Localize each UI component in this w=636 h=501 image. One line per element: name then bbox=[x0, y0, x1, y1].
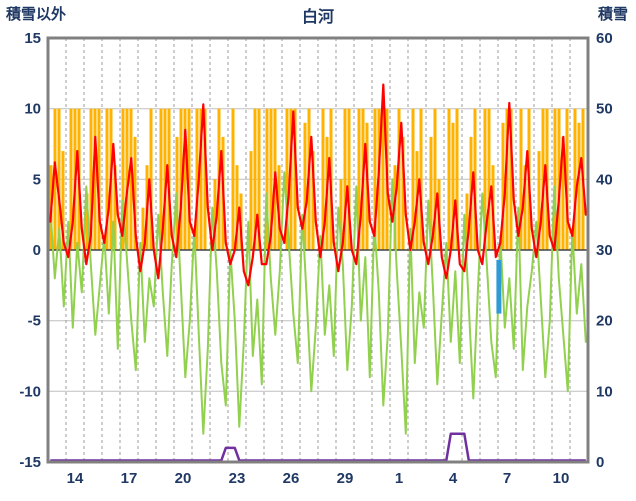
svg-text:0: 0 bbox=[596, 454, 604, 471]
chart-title: 白河 bbox=[301, 9, 334, 26]
svg-text:-5: -5 bbox=[28, 313, 41, 330]
left-axis-title: 積雪以外 bbox=[6, 6, 67, 23]
svg-text:50: 50 bbox=[596, 101, 613, 118]
svg-text:20: 20 bbox=[596, 313, 613, 330]
svg-text:17: 17 bbox=[121, 470, 138, 487]
right-axis-title: 積雪 bbox=[597, 6, 628, 23]
x-axis-tick-labels: 14 17 20 23 26 29 1 4 7 10 bbox=[67, 470, 570, 487]
svg-text:-10: -10 bbox=[19, 383, 41, 400]
blue-bar-series bbox=[496, 259, 502, 314]
svg-text:23: 23 bbox=[229, 470, 246, 487]
svg-text:10: 10 bbox=[596, 383, 613, 400]
svg-text:-15: -15 bbox=[19, 454, 41, 471]
svg-text:15: 15 bbox=[24, 30, 41, 47]
plot-border bbox=[46, 36, 590, 464]
svg-text:5: 5 bbox=[33, 171, 41, 188]
svg-text:7: 7 bbox=[503, 470, 511, 487]
svg-text:10: 10 bbox=[553, 470, 570, 487]
svg-text:26: 26 bbox=[283, 470, 300, 487]
left-axis-tick-labels: 15 10 5 0 -5 -10 -15 bbox=[19, 30, 41, 471]
svg-text:40: 40 bbox=[596, 171, 613, 188]
svg-text:20: 20 bbox=[175, 470, 192, 487]
svg-text:60: 60 bbox=[596, 30, 613, 47]
svg-text:1: 1 bbox=[395, 470, 403, 487]
red-line-series bbox=[49, 83, 587, 287]
svg-text:14: 14 bbox=[67, 470, 84, 487]
svg-text:4: 4 bbox=[449, 470, 458, 487]
svg-text:30: 30 bbox=[596, 242, 613, 259]
right-axis-tick-labels: 60 50 40 30 20 10 0 bbox=[596, 30, 613, 471]
svg-text:10: 10 bbox=[24, 101, 41, 118]
svg-text:29: 29 bbox=[337, 470, 354, 487]
svg-text:0: 0 bbox=[33, 242, 41, 259]
